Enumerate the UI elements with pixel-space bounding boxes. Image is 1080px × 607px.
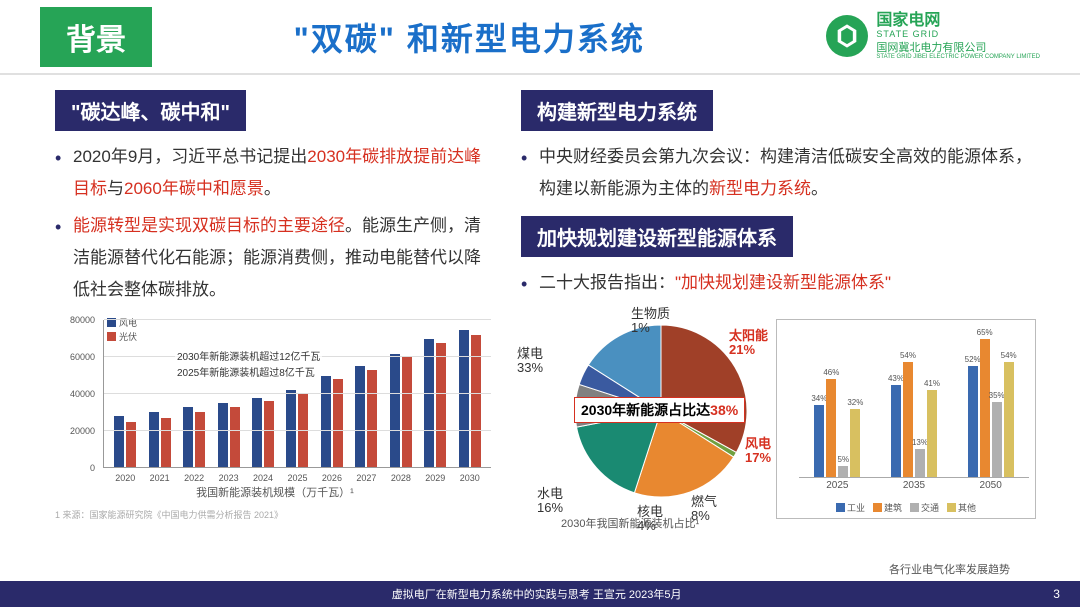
slide-footer: 虚拟电厂在新型电力系统中的实践与思考 王宣元 2023年5月 3 — [0, 581, 1080, 607]
right-column: 构建新型电力系统 中央财经委员会第九次会议：构建清洁低碳安全高效的能源体系，构建… — [521, 90, 1040, 577]
left-bullet-1: 2020年9月，习近平总书记提出2030年碳排放提前达峰目标与2060年碳中和愿… — [55, 141, 495, 206]
pie-chart-title: 2030年我国新能源装机占比¹ — [561, 515, 699, 531]
bar-chart-source: 1 来源：国家能源研究院《中国电力供需分析报告 2021》 — [55, 508, 495, 521]
right-bullet-2: 二十大报告指出："加快规划建设新型能源体系" — [521, 267, 1040, 299]
logo-subsidiary-cn: 国网冀北电力有限公司 — [876, 42, 1040, 54]
left-bullet-2: 能源转型是实现双碳目标的主要途径。能源生产侧，清洁能源替代化石能源；能源消费侧，… — [55, 210, 495, 307]
right-subhead-2: 加快规划建设新型能源体系 — [521, 216, 793, 257]
pie-label-水电: 水电 16% — [537, 487, 563, 516]
right-bullet-1: 中央财经委员会第九次会议：构建清洁低碳安全高效的能源体系，构建以新能源为主体的新… — [521, 141, 1040, 206]
pie-center-callout: 2030年新能源占比达38% — [574, 397, 745, 423]
left-column: "碳达峰、碳中和" 2020年9月，习近平总书记提出2030年碳排放提前达峰目标… — [55, 90, 495, 577]
column-chart-title: 各行业电气化率发展趋势 — [889, 561, 1010, 577]
page-number: 3 — [1053, 587, 1060, 601]
logo-icon — [826, 15, 868, 57]
bar-annot-2030: 2030年新能源装机超过12亿千瓦 — [175, 348, 322, 363]
bar-chart-xtitle: 我国新能源装机规模（万千瓦）¹ — [196, 484, 354, 500]
bar-annot-2025: 2025年新能源装机超过8亿千瓦 — [175, 364, 317, 379]
company-logo: 国家电网 STATE GRID 国网冀北电力有限公司 STATE GRID JI… — [826, 12, 1040, 60]
slide-content: "碳达峰、碳中和" 2020年9月，习近平总书记提出2030年碳排放提前达峰目标… — [0, 90, 1080, 577]
slide-title: "双碳" 和新型电力系统 — [112, 14, 826, 60]
pie-label-风电: 风电 17% — [745, 437, 771, 466]
bar-chart-new-energy-capacity: 风电光伏 020000400006000080000 2020202120222… — [55, 316, 495, 506]
slide-header: 背景 "双碳" 和新型电力系统 国家电网 STATE GRID 国网冀北电力有限… — [0, 0, 1080, 75]
left-subhead: "碳达峰、碳中和" — [55, 90, 246, 131]
footer-text: 虚拟电厂在新型电力系统中的实践与思考 王宣元 2023年5月 — [392, 586, 682, 602]
logo-text-en: STATE GRID — [876, 30, 1040, 40]
column-chart-electrification: 34%46%5%32%202543%54%13%41%203552%65%35%… — [776, 319, 1036, 519]
pie-label-生物质: 生物质 1% — [631, 307, 670, 336]
pie-label-太阳能: 太阳能 21% — [729, 329, 768, 358]
right-subhead-1: 构建新型电力系统 — [521, 90, 713, 131]
logo-text-cn: 国家电网 — [876, 12, 1040, 30]
pie-label-煤电: 煤电 33% — [517, 347, 543, 376]
logo-subsidiary-en: STATE GRID JIBEI ELECTRIC POWER COMPANY … — [876, 54, 1040, 61]
